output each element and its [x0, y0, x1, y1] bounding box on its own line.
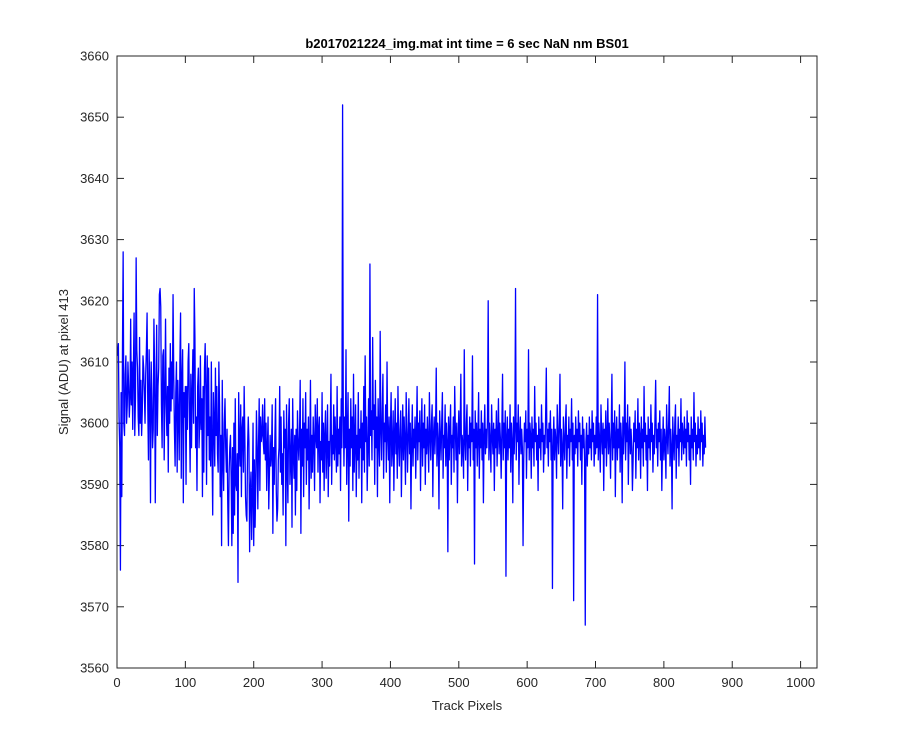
x-tick-label: 0 [113, 675, 120, 690]
x-tick-label: 200 [243, 675, 265, 690]
x-tick-label: 300 [311, 675, 333, 690]
y-tick-label: 3600 [80, 416, 109, 431]
y-tick-label: 3580 [80, 538, 109, 553]
y-axis-label: Signal (ADU) at pixel 413 [56, 289, 71, 435]
series-layer [117, 104, 707, 626]
y-tick-label: 3630 [80, 232, 109, 247]
x-tick-label: 900 [721, 675, 743, 690]
x-tick-label: 600 [516, 675, 538, 690]
x-tick-label: 800 [653, 675, 675, 690]
x-tick-label: 700 [585, 675, 607, 690]
x-tick-label: 1000 [786, 675, 815, 690]
plot-area-background [117, 56, 817, 668]
y-tick-label: 3620 [80, 293, 109, 308]
x-axis-label: Track Pixels [432, 698, 503, 713]
plot-area-frame [116, 55, 818, 669]
x-tick-label: 100 [175, 675, 197, 690]
y-tick-label: 3640 [80, 171, 109, 186]
y-tick-label: 3660 [80, 49, 109, 64]
x-tick-label: 500 [448, 675, 470, 690]
chart-title: b2017021224_img.mat int time = 6 sec NaN… [305, 36, 628, 51]
y-tick-label: 3590 [80, 477, 109, 492]
x-tick-label: 400 [380, 675, 402, 690]
y-tick-label: 3610 [80, 355, 109, 370]
series-line [117, 104, 707, 626]
y-tick-label: 3570 [80, 599, 109, 614]
x-axis-ticks: 0 100 200 300 400 500 600 700 800 900 1000 [113, 56, 815, 690]
y-axis-ticks: 3560 3570 3580 3590 3600 3610 3620 3630 3640 3650… [80, 49, 817, 676]
y-tick-label: 3650 [80, 110, 109, 125]
y-tick-label: 3560 [80, 661, 109, 676]
